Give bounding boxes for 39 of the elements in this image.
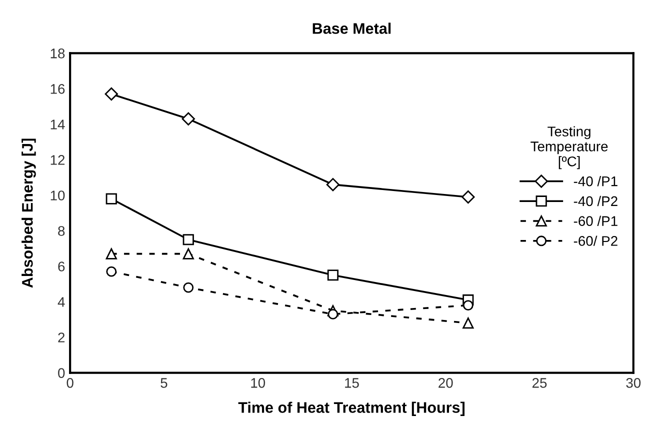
legend-label: -60 /P1 [574,216,618,226]
y-tick-label: 12 [50,155,65,165]
point [462,318,474,329]
point [106,266,117,277]
point [106,193,117,204]
point [182,248,194,260]
point [328,308,338,320]
x-tick-label: 30 [626,378,641,388]
legend-label: -40 /P2 [574,196,618,206]
y-tick-label: 2 [58,332,65,342]
y-tick-label: 10 [50,190,65,200]
y-tick-label: 4 [58,297,65,307]
x-tick-label: 20 [438,378,453,388]
y-axis-title: Absorbed Energy [J] [22,138,36,288]
legend-title: Testing Temperature [ºC] [530,126,608,170]
x-tick-label: 5 [160,378,168,388]
point [462,190,475,204]
point [106,248,117,260]
point [326,178,340,192]
legend-label: -60/ P2 [574,236,618,246]
chart-title: Base Metal [312,22,391,34]
x-tick-label: 25 [532,378,547,388]
y-tick-label: 16 [50,84,65,94]
x-tick-label: 0 [66,378,74,388]
point [183,282,194,293]
point [104,87,118,101]
y-tick-label: 14 [50,120,65,130]
x-axis-title: Time of Heat Treatment [Hours] [238,402,465,416]
x-tick-label: 10 [251,378,266,388]
y-tick-label: 6 [58,262,65,272]
point [182,234,194,246]
point [327,270,339,281]
legend-label: -40 /P1 [574,176,618,186]
point [462,300,474,311]
y-tick-label: 8 [58,226,65,236]
x-tick-label: 15 [345,378,359,388]
y-tick-label: 0 [58,368,65,378]
y-tick-label: 18 [50,48,65,58]
point [182,112,195,126]
